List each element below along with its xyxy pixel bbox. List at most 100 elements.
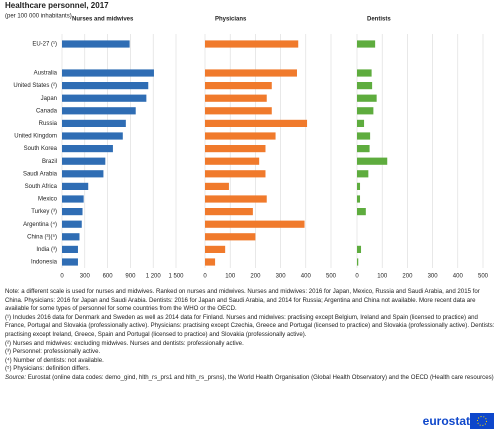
bar	[205, 220, 305, 228]
category-label: China (³)(⁵)	[27, 233, 57, 240]
bar	[357, 94, 377, 102]
bar	[205, 107, 272, 115]
notes: Note: a different scale is used for nurs…	[5, 288, 495, 383]
bar	[205, 69, 297, 77]
x-tick-label: 100	[377, 274, 388, 280]
x-tick-label: 900	[125, 274, 136, 280]
category-label: Russia	[39, 121, 58, 127]
x-tick-label: 500	[326, 274, 337, 280]
x-tick-label: 0	[203, 274, 207, 280]
bar	[205, 245, 226, 253]
bar	[62, 233, 80, 241]
note: Note: a different scale is used for nurs…	[5, 288, 480, 313]
chart: Healthcare personnel, 2017 (per 100 000 …	[5, 1, 489, 280]
x-tick-label: 1 500	[168, 274, 184, 280]
bar	[357, 157, 388, 165]
bar	[62, 82, 149, 90]
bar	[357, 82, 373, 90]
category-label: Mexico	[38, 197, 58, 203]
x-tick-label: 300	[80, 274, 91, 280]
chart-subtitle: (per 100 000 inhabitants)	[5, 14, 72, 20]
bar	[357, 119, 365, 127]
panel-title: Dentists	[367, 17, 391, 23]
note: (¹) Includes 2016 data for Denmark and S…	[5, 313, 495, 338]
bar	[205, 182, 229, 190]
note: (⁴) Number of dentists: not available.	[5, 356, 104, 364]
category-label: Australia	[34, 71, 58, 77]
bar	[62, 258, 78, 266]
bar	[62, 40, 130, 48]
category-label: Brazil	[42, 159, 57, 165]
x-tick-label: 400	[453, 274, 464, 280]
x-tick-label: 0	[60, 274, 64, 280]
chart-title: Healthcare personnel, 2017	[5, 1, 109, 10]
category-label: Japan	[41, 96, 57, 102]
bar	[357, 69, 372, 77]
source-text: Eurostat (online data codes: demo_gind, …	[27, 373, 494, 381]
bar	[62, 94, 147, 102]
logo: eurostat	[423, 414, 470, 428]
bar	[205, 258, 216, 266]
x-tick-label: 500	[478, 274, 489, 280]
category-label: India (³)	[36, 247, 57, 253]
category-label: South Korea	[24, 146, 58, 152]
panel-title: Physicians	[215, 17, 247, 23]
note: (²) Nurses and midwives: excluding midwi…	[5, 339, 244, 347]
bar	[205, 132, 276, 140]
category-label: United States (²)	[13, 83, 57, 89]
bar	[357, 208, 366, 216]
bar	[205, 157, 260, 165]
bar	[62, 208, 83, 216]
bar	[62, 107, 136, 115]
x-tick-label: 300	[276, 274, 287, 280]
bar	[62, 182, 89, 190]
bar	[357, 145, 370, 153]
bar	[357, 132, 371, 140]
bar	[205, 40, 299, 48]
bar	[205, 195, 267, 203]
x-tick-label: 200	[250, 274, 261, 280]
bar	[62, 119, 126, 127]
bar	[62, 220, 82, 228]
bar	[205, 170, 266, 178]
category-label: South Africa	[25, 184, 58, 190]
x-tick-label: 1 200	[146, 274, 162, 280]
bar	[357, 40, 376, 48]
logo-text: eurostat	[422, 414, 470, 428]
bar	[205, 119, 308, 127]
category-label: Turkey (³)	[31, 209, 57, 215]
bar	[205, 94, 267, 102]
bar	[62, 69, 154, 77]
bar	[357, 195, 361, 203]
bar	[205, 145, 266, 153]
x-tick-label: 300	[428, 274, 439, 280]
source: Source: Eurostat (online data codes: dem…	[5, 374, 495, 383]
bar	[357, 245, 362, 253]
bar	[205, 82, 272, 90]
note: (³) Personnel: professionally active.	[5, 348, 101, 356]
bar	[62, 145, 113, 153]
bar	[62, 170, 104, 178]
category-label: EU-27 (¹)	[32, 42, 57, 48]
category-label: Indonesia	[31, 260, 58, 266]
x-tick-label: 400	[301, 274, 312, 280]
x-tick-label: 0	[355, 274, 359, 280]
bar	[357, 258, 359, 266]
bar	[62, 132, 123, 140]
bar	[62, 157, 106, 165]
category-label: United Kingdom	[14, 134, 57, 140]
bar	[357, 170, 369, 178]
bar	[205, 208, 253, 216]
bar	[205, 233, 256, 241]
bar	[357, 182, 361, 190]
category-label: Canada	[36, 108, 58, 114]
panel-title: Nurses and midwives	[72, 17, 134, 23]
category-label: Saudi Arabia	[23, 171, 58, 177]
note: (⁵) Physicians: definition differs.	[5, 365, 91, 373]
bar	[62, 245, 78, 253]
x-tick-label: 100	[225, 274, 236, 280]
x-tick-label: 200	[402, 274, 413, 280]
bar	[62, 195, 84, 203]
source-label: Source:	[5, 373, 27, 381]
